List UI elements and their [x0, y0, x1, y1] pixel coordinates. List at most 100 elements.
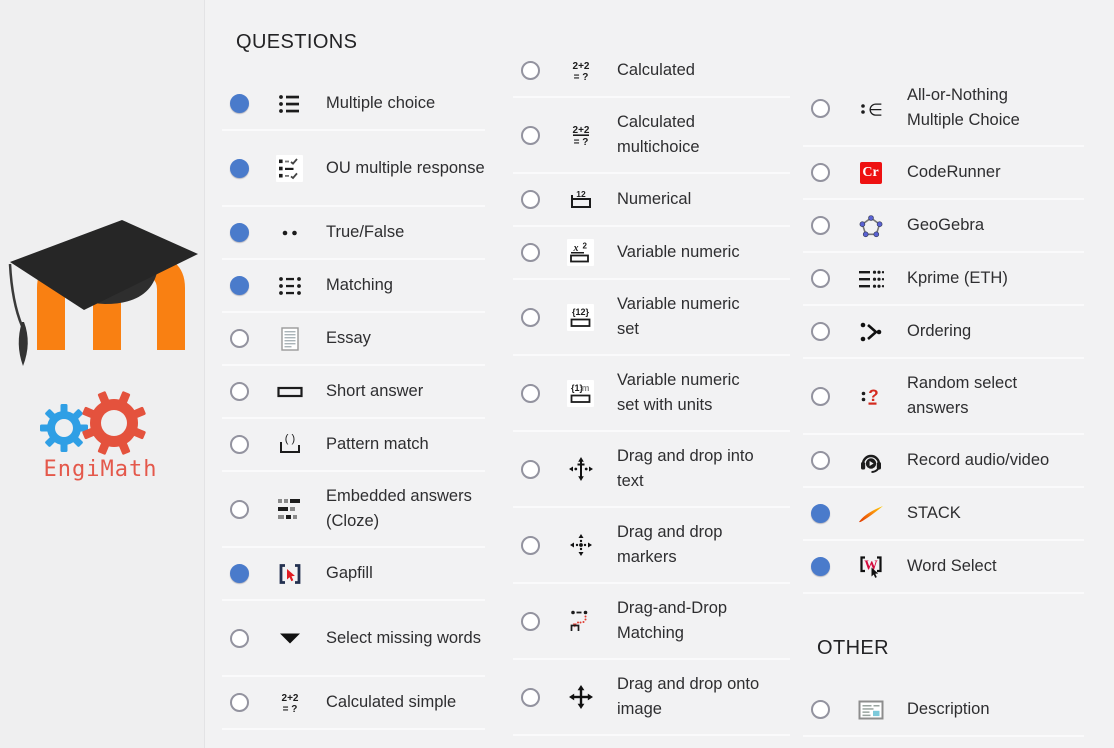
- question-type-gapfill[interactable]: Gapfill: [222, 548, 485, 601]
- question-type-drag-drop-markers[interactable]: Drag and drop markers: [513, 508, 790, 584]
- numerical-icon: 12: [567, 186, 594, 213]
- variable-numeric-radio[interactable]: [521, 243, 540, 262]
- svg-text:m: m: [581, 383, 589, 393]
- all-or-nothing-icon: ∈: [857, 95, 884, 122]
- description-radio[interactable]: [811, 700, 830, 719]
- ou-multiple-response-radio[interactable]: [230, 158, 249, 178]
- question-type-random-select-answers[interactable]: ? Random select answers: [803, 359, 1084, 435]
- geogebra-radio[interactable]: [811, 216, 830, 235]
- engimath-gears-icon: [40, 391, 146, 455]
- calculated-icon: 2+2 = ?: [567, 57, 594, 84]
- question-type-calculated-simple[interactable]: 2+2 = ? Calculated simple: [222, 677, 485, 730]
- all-or-nothing-radio[interactable]: [811, 98, 830, 118]
- question-type-pattern-match[interactable]: ( ) Pattern match: [222, 419, 485, 472]
- coderunner-radio[interactable]: [811, 163, 830, 182]
- drag-drop-matching-radio[interactable]: [521, 611, 540, 631]
- short-answer-radio[interactable]: [230, 382, 249, 401]
- question-type-variable-numeric-set-with-units[interactable]: {1} m Variable numeric set with units: [513, 356, 790, 432]
- question-type-drag-drop-matching[interactable]: Drag-and-Drop Matching: [513, 584, 790, 660]
- question-type-column-1: Multiple choice OU multiple response: [222, 78, 485, 730]
- select-missing-words-icon: [276, 625, 303, 652]
- calculated-multichoice-radio[interactable]: [521, 125, 540, 145]
- essay-icon: [276, 325, 303, 352]
- question-type-label: Multiple choice: [326, 94, 436, 112]
- ordering-radio[interactable]: [811, 322, 830, 341]
- matching-icon: [276, 272, 303, 299]
- svg-text:12: 12: [576, 189, 586, 199]
- essay-radio[interactable]: [230, 329, 249, 348]
- svg-text:?: ?: [868, 386, 878, 405]
- multiple-choice-radio[interactable]: [230, 94, 249, 113]
- kprime-radio[interactable]: [811, 269, 830, 288]
- drag-drop-onto-image-radio[interactable]: [521, 687, 540, 707]
- question-type-all-or-nothing-multiple-choice[interactable]: ∈ All-or-Nothing Multiple Choice: [803, 71, 1084, 147]
- drag-drop-into-text-icon: [567, 456, 594, 483]
- question-type-geogebra[interactable]: GeoGebra: [803, 200, 1084, 253]
- question-type-label: Drag and drop markers: [617, 523, 723, 566]
- short-answer-icon: [276, 378, 303, 405]
- question-type-drag-drop-onto-image[interactable]: Drag and drop onto image: [513, 660, 790, 736]
- gapfill-radio[interactable]: [230, 564, 249, 583]
- question-type-description[interactable]: Description: [803, 684, 1084, 737]
- svg-text:x: x: [573, 243, 579, 254]
- question-type-matching[interactable]: Matching: [222, 260, 485, 313]
- matching-radio[interactable]: [230, 276, 249, 295]
- question-type-ordering[interactable]: Ordering: [803, 306, 1084, 359]
- variable-numeric-set-radio[interactable]: [521, 307, 540, 327]
- svg-text:{1}: {1}: [571, 383, 584, 393]
- question-type-stack[interactable]: STACK: [803, 488, 1084, 541]
- ordering-icon: [857, 318, 884, 345]
- question-type-calculated-multichoice[interactable]: 2+2 = ? Calculated multichoice: [513, 98, 790, 174]
- drag-drop-onto-image-icon: [567, 684, 594, 711]
- question-type-short-answer[interactable]: Short answer: [222, 366, 485, 419]
- question-type-label: Calculated multichoice: [617, 113, 700, 156]
- drag-drop-matching-icon: [567, 608, 594, 635]
- drag-drop-into-text-radio[interactable]: [521, 459, 540, 479]
- variable-numeric-set-units-icon: {1} m: [567, 379, 594, 407]
- question-type-label: Kprime (ETH): [907, 269, 1008, 287]
- question-type-multiple-choice[interactable]: Multiple choice: [222, 78, 485, 131]
- select-missing-words-radio[interactable]: [230, 628, 249, 648]
- svg-text:2+2: 2+2: [572, 61, 589, 72]
- question-type-select-missing-words[interactable]: Select missing words: [222, 601, 485, 677]
- question-type-numerical[interactable]: 12 Numerical: [513, 174, 790, 227]
- question-type-label: Random select answers: [907, 374, 1018, 417]
- calculated-radio[interactable]: [521, 61, 540, 80]
- record-audio-video-radio[interactable]: [811, 451, 830, 470]
- multiple-choice-icon: [276, 90, 303, 117]
- random-select-answers-radio[interactable]: [811, 386, 830, 406]
- variable-numeric-set-units-radio[interactable]: [521, 383, 540, 403]
- svg-text:= ?: = ?: [573, 137, 588, 147]
- pattern-match-radio[interactable]: [230, 435, 249, 454]
- question-type-variable-numeric[interactable]: x 2 Variable numeric: [513, 227, 790, 280]
- tassel-icon: [18, 322, 28, 366]
- pattern-match-icon: ( ): [276, 431, 303, 458]
- true-false-radio[interactable]: [230, 223, 249, 242]
- question-type-variable-numeric-set[interactable]: {12} Variable numeric set: [513, 280, 790, 356]
- calculated-simple-radio[interactable]: [230, 693, 249, 712]
- stack-radio[interactable]: [811, 504, 830, 523]
- question-type-label: Matching: [326, 276, 393, 294]
- question-type-essay[interactable]: Essay: [222, 313, 485, 366]
- question-type-record-audio-video[interactable]: Record audio/video: [803, 435, 1084, 488]
- stack-icon: [857, 500, 884, 527]
- question-type-true-false[interactable]: True/False: [222, 207, 485, 260]
- brand-panel: EngiMath: [0, 0, 205, 748]
- svg-text:{12}: {12}: [572, 307, 590, 317]
- word-select-icon: W: [857, 553, 884, 580]
- question-type-ou-multiple-response[interactable]: OU multiple response: [222, 131, 485, 207]
- drag-drop-markers-radio[interactable]: [521, 535, 540, 555]
- numerical-radio[interactable]: [521, 190, 540, 209]
- question-type-embedded-answers-cloze[interactable]: Embedded answers (Cloze): [222, 472, 485, 548]
- question-type-word-select[interactable]: W Word Select: [803, 541, 1084, 594]
- question-type-calculated[interactable]: 2+2 = ? Calculated: [513, 45, 790, 98]
- question-type-label: GeoGebra: [907, 216, 985, 234]
- question-type-kprime-eth[interactable]: Kprime (ETH): [803, 253, 1084, 306]
- drag-drop-markers-icon: [567, 532, 594, 559]
- question-type-coderunner[interactable]: Cr CodeRunner: [803, 147, 1084, 200]
- embedded-answers-radio[interactable]: [230, 499, 249, 519]
- true-false-icon: [276, 219, 303, 246]
- question-type-drag-drop-into-text[interactable]: Drag and drop into text: [513, 432, 790, 508]
- svg-text:∈: ∈: [868, 101, 883, 121]
- word-select-radio[interactable]: [811, 557, 830, 576]
